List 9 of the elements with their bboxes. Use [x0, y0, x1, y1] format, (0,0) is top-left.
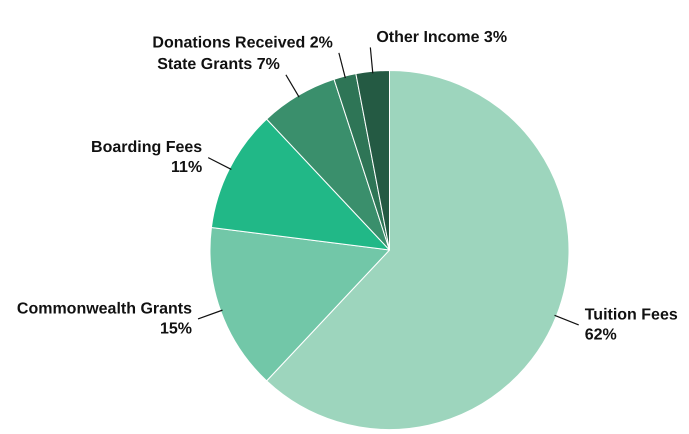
- slice-label: State Grants 7%: [157, 56, 280, 74]
- slice-label: Donations Received 2%: [152, 34, 333, 52]
- data-label: 11%: [171, 159, 202, 176]
- slice-label: Other Income 3%: [376, 28, 508, 46]
- slice-label: Boarding Fees: [91, 139, 202, 156]
- slice-label: Commonwealth Grants: [16, 300, 192, 318]
- slice-label: Tuition Fees: [584, 306, 678, 324]
- data-label: 62%: [584, 326, 617, 344]
- data-label: 15%: [160, 320, 192, 338]
